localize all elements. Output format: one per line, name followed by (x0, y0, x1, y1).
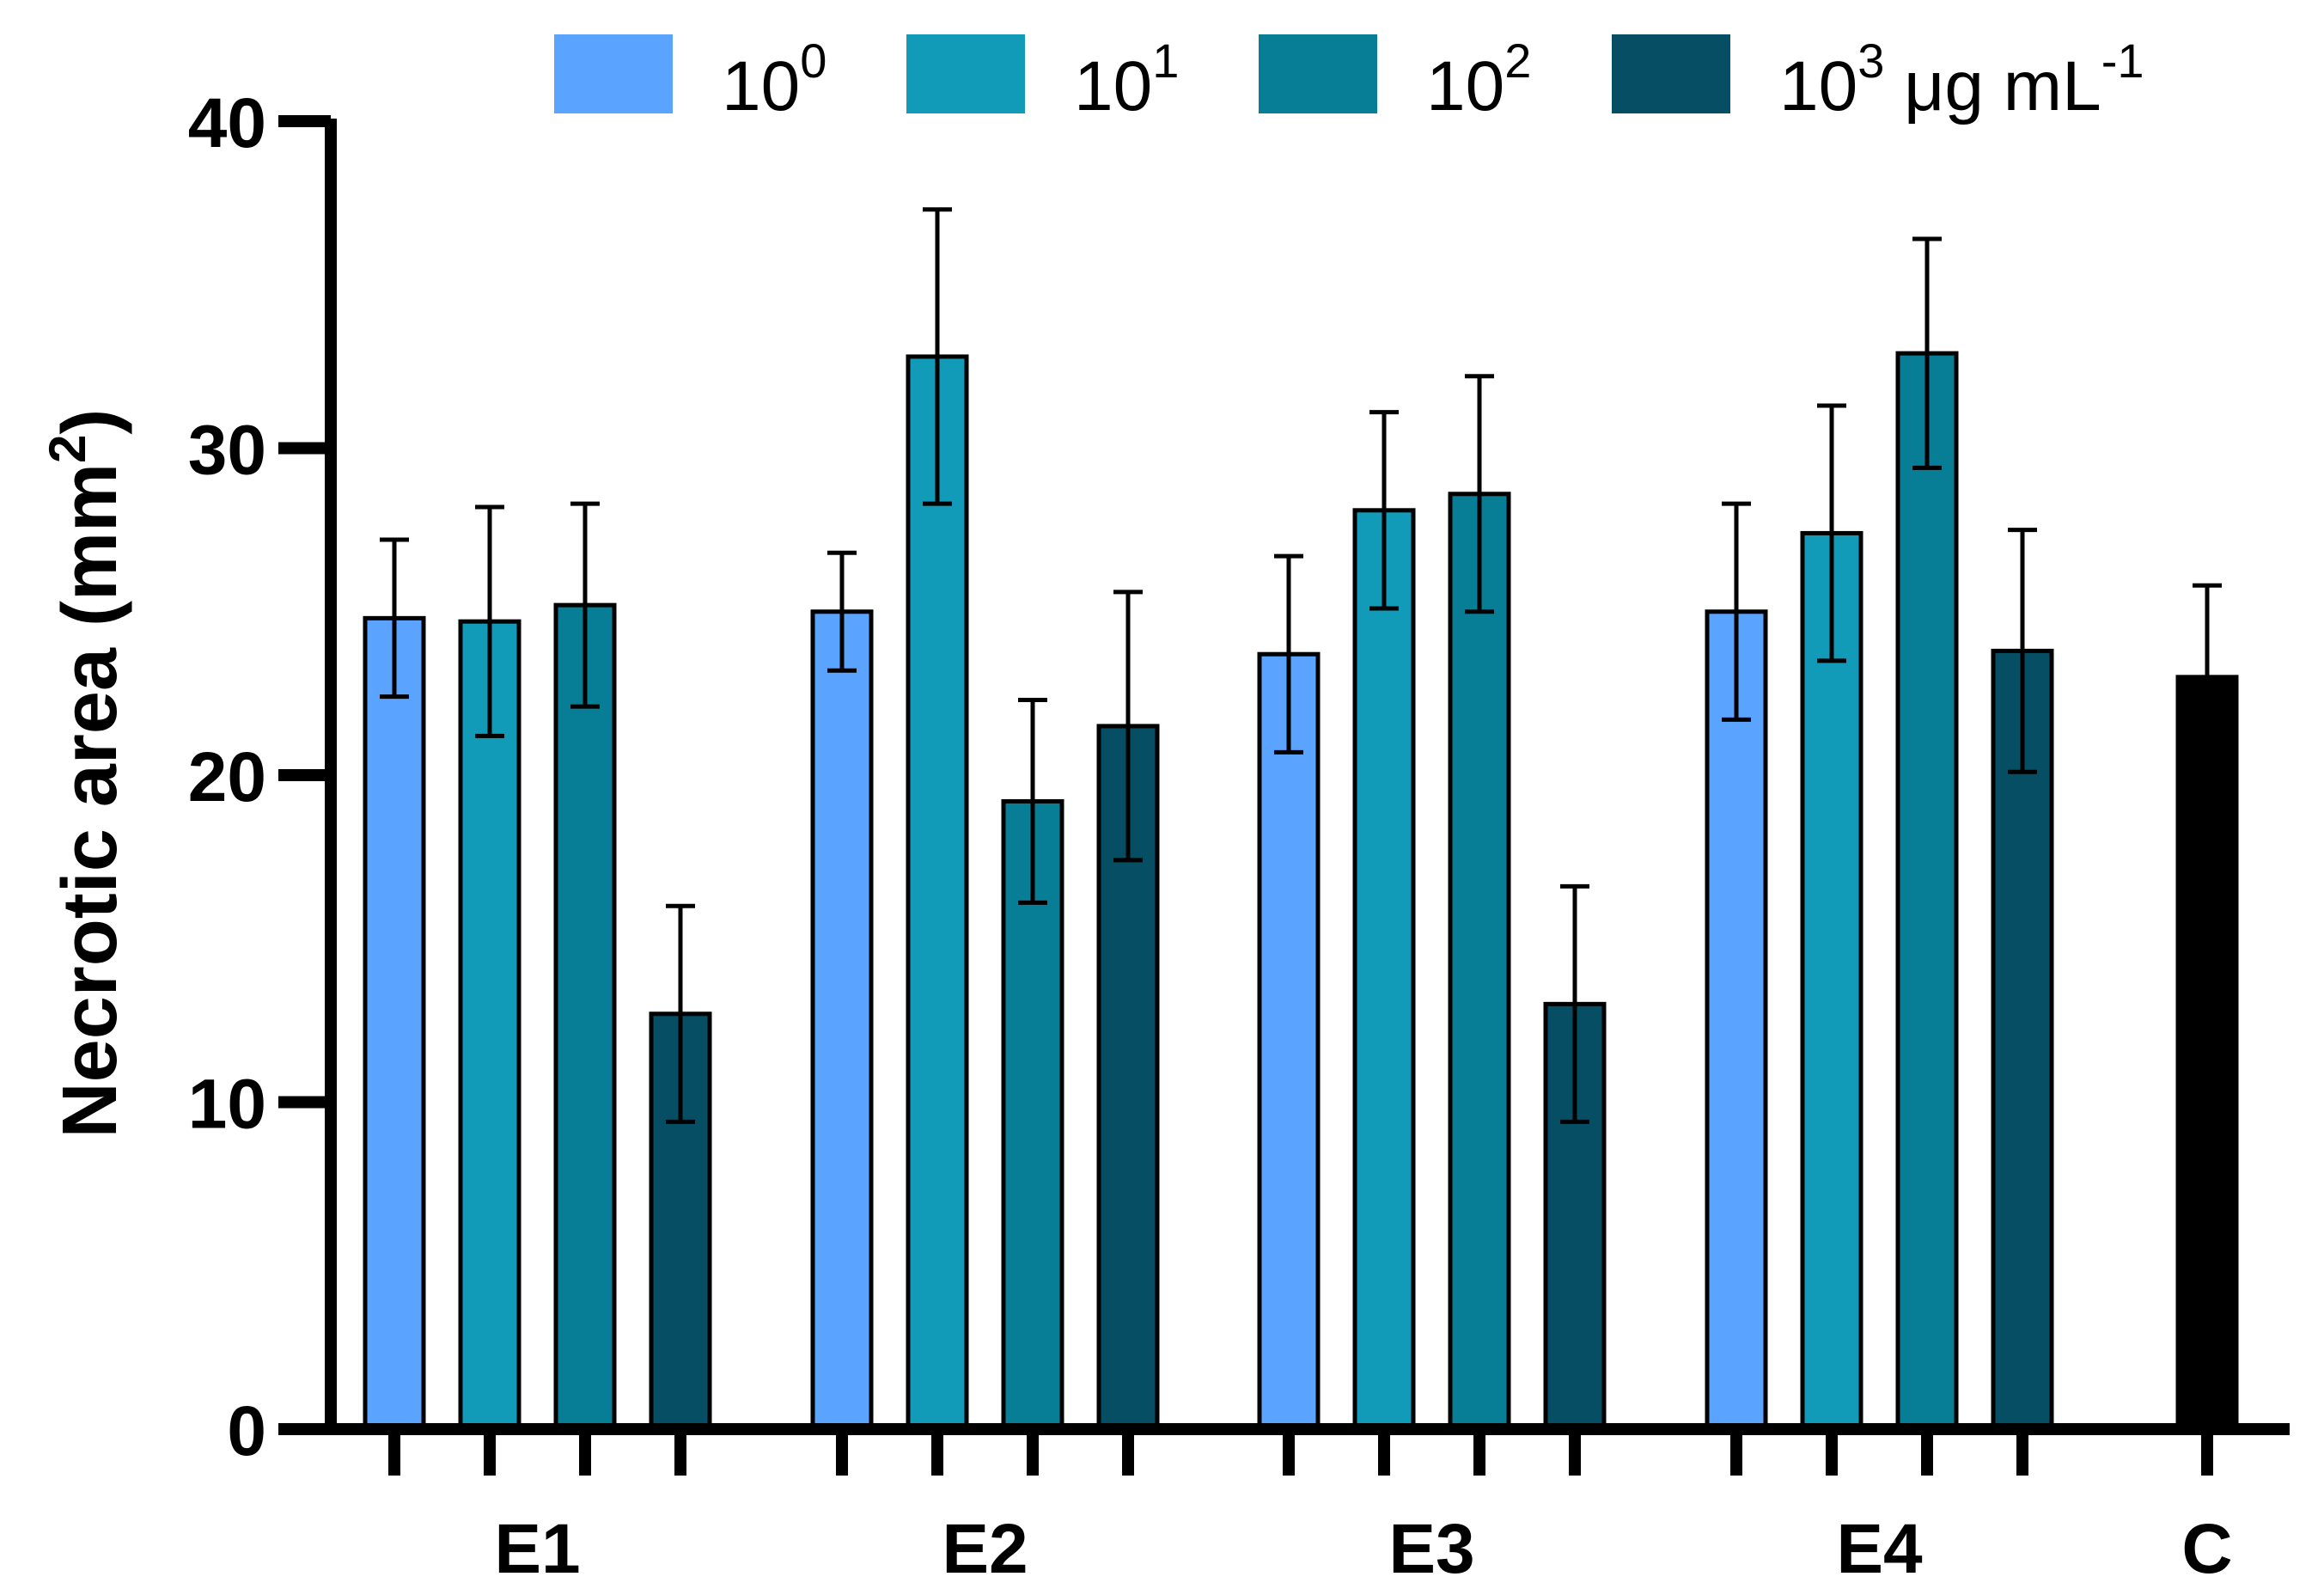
group-label-E4: E4 (1836, 1510, 1923, 1588)
bar-E1-1 (458, 619, 522, 1432)
error-bar-E2-3 (1113, 590, 1143, 863)
bar-E4-2 (1895, 351, 1959, 1432)
y-axis-title: Necrotic area (mm2) (39, 409, 133, 1139)
error-bar-E2-1 (923, 207, 952, 506)
legend-swatch-3 (1612, 34, 1730, 113)
group-label-E2: E2 (942, 1510, 1028, 1588)
bar-E2-1 (906, 354, 969, 1432)
error-bar-E3-2 (1465, 374, 1494, 614)
error-bar-E3-0 (1274, 553, 1303, 755)
legend-label-0: 100 (722, 34, 827, 125)
legend: 100 101 102 103 μg mL-1 (554, 34, 2144, 125)
y-axis-title-main: Necrotic area (mm (47, 463, 133, 1138)
bar-E1-0 (363, 615, 426, 1432)
legend-label-base: 10 (1779, 47, 1857, 125)
error-bar-E3-1 (1369, 410, 1399, 611)
y-tick-label-10: 10 (188, 1066, 266, 1144)
bar-E4-0 (1705, 609, 1768, 1432)
y-tick-label-0: 0 (227, 1392, 266, 1470)
bar-E4-1 (1800, 530, 1863, 1432)
bar-E3-2 (1448, 492, 1511, 1432)
legend-swatch-2 (1259, 34, 1377, 113)
bar-E2-0 (810, 609, 874, 1432)
y-axis-title-superscript: 2 (39, 435, 96, 463)
y-tick-label-30: 30 (188, 412, 266, 490)
error-bar-E1-3 (666, 903, 695, 1124)
error-bar-E4-0 (1722, 501, 1751, 722)
legend-label-2: 102 (1426, 34, 1531, 125)
bar-E3-3 (1543, 1001, 1607, 1432)
error-bars (380, 207, 2222, 1124)
legend-swatch-0 (554, 34, 673, 113)
legend-label-exponent: 3 (1857, 34, 1884, 88)
bars (363, 351, 2239, 1432)
group-label-C: C (2181, 1510, 2232, 1588)
y-ticks: 0 10 20 30 40 (188, 84, 331, 1470)
y-axis-title-close: ) (47, 409, 133, 435)
error-bar-E4-1 (1817, 403, 1846, 663)
legend-label-exponent: 1 (1152, 34, 1179, 88)
legend-entry-2: 102 (1259, 34, 1531, 125)
legend-label-unit: μg mL (1884, 47, 2101, 125)
legend-swatch-1 (906, 34, 1025, 113)
group-label-E3: E3 (1388, 1510, 1474, 1588)
error-bar-E2-0 (827, 550, 857, 673)
x-ticks (388, 1429, 2213, 1476)
error-bar-E4-3 (2008, 528, 2037, 774)
bar-E3-0 (1257, 651, 1321, 1432)
legend-label-exponent: 0 (800, 34, 827, 88)
bar-E1-2 (553, 602, 617, 1432)
legend-label-1: 101 (1074, 34, 1179, 125)
bar-E3-1 (1352, 508, 1416, 1432)
group-label-E1: E1 (494, 1510, 580, 1588)
error-bar-E2-2 (1018, 697, 1047, 905)
bar-C (2175, 675, 2239, 1432)
legend-label-3: 103 μg mL-1 (1779, 34, 2144, 125)
legend-label-base: 10 (722, 47, 800, 125)
error-bar-E1-2 (570, 501, 600, 709)
error-bar-C (2193, 583, 2222, 771)
error-bar-E1-1 (475, 504, 504, 738)
error-bar-E1-0 (380, 537, 409, 700)
group-labels: E1 E2 E3 E4 C (494, 1510, 2232, 1588)
legend-label-exponent: 2 (1504, 34, 1531, 88)
legend-entry-0: 100 (554, 34, 827, 125)
legend-label-base: 10 (1074, 47, 1152, 125)
legend-label-base: 10 (1426, 47, 1504, 125)
error-bar-E4-2 (1912, 236, 1942, 470)
legend-entry-1: 101 (906, 34, 1179, 125)
error-bar-E3-3 (1560, 883, 1589, 1124)
legend-label-unit-exponent: -1 (2101, 34, 2144, 88)
y-tick-label-40: 40 (188, 84, 266, 162)
y-tick-label-20: 20 (188, 738, 266, 816)
legend-entry-3: 103 μg mL-1 (1612, 34, 2144, 125)
